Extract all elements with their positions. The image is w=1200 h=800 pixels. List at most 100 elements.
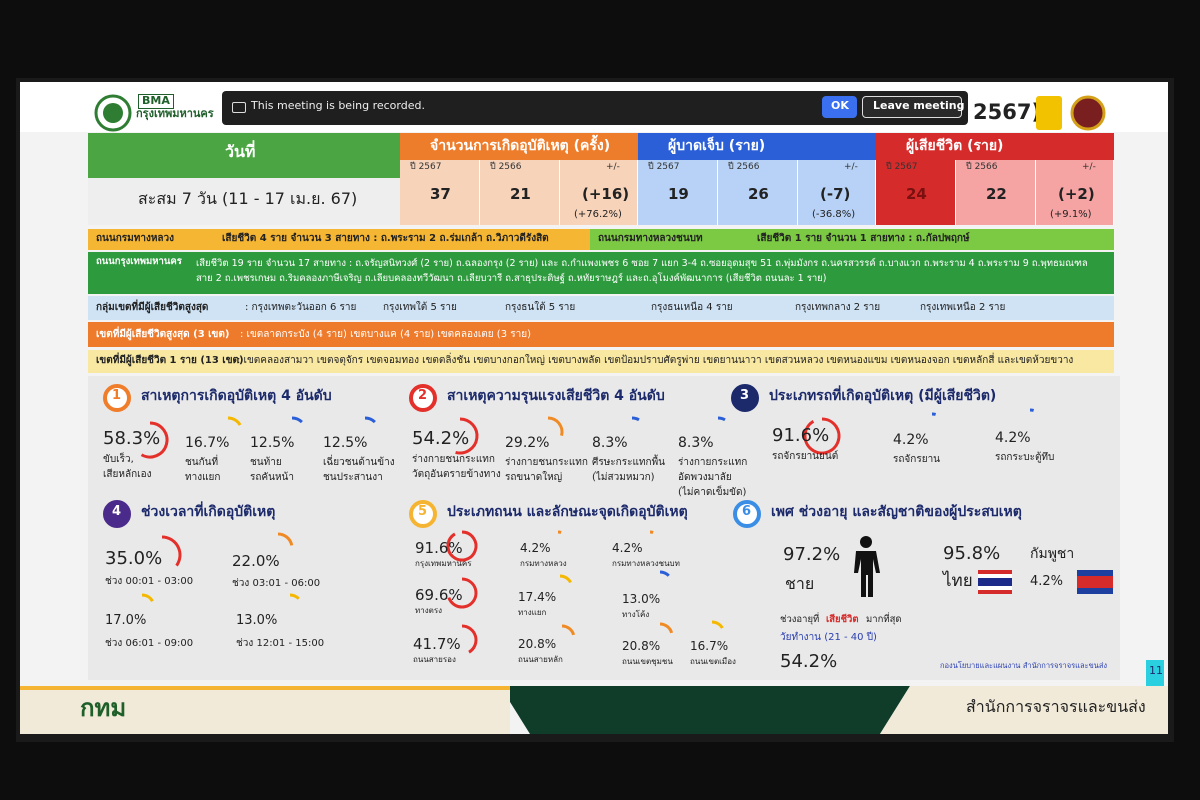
value-cell bbox=[560, 160, 638, 225]
percent: 95.8% bbox=[943, 543, 1001, 564]
date-value: สะสม 7 วัน (11 - 17 เม.ย. 67) bbox=[138, 189, 358, 208]
row-top-districts bbox=[88, 322, 1114, 347]
percent: 13.0% bbox=[622, 591, 661, 606]
group-title: ผู้บาดเจ็บ (ราย) bbox=[668, 138, 766, 154]
section-number: 3 bbox=[740, 388, 750, 403]
column-label: +/- bbox=[844, 162, 858, 172]
thai-flag bbox=[978, 570, 1012, 594]
column-label: +/- bbox=[1082, 162, 1096, 172]
cell-value: 24 bbox=[906, 185, 927, 203]
column-label: ปี 2567 bbox=[886, 162, 918, 172]
change-pct: (+76.2%) bbox=[574, 209, 622, 220]
percent: 58.3% bbox=[103, 428, 161, 450]
item-label: กรมทางหลวงชนบท bbox=[612, 559, 680, 568]
zone-item: กรุงเทพกลาง 2 ราย bbox=[795, 302, 881, 313]
section-number: 5 bbox=[418, 504, 428, 519]
column-label: ปี 2567 bbox=[648, 162, 680, 172]
age-group: วัยทำงาน (21 - 40 ปี) bbox=[780, 632, 877, 643]
section-title: สาเหตุการเกิดอุบัติเหตุ 4 อันดับ bbox=[141, 388, 332, 404]
percent: 20.8% bbox=[518, 636, 557, 651]
percent: 4.2% bbox=[612, 540, 643, 555]
percent: 4.2% bbox=[893, 431, 929, 448]
date-value-cell bbox=[88, 178, 400, 225]
item-label: (ไม่สวมหมวก) bbox=[592, 472, 655, 483]
date-header: วันที่ bbox=[225, 142, 256, 161]
label: ไทย bbox=[943, 571, 973, 591]
section-title: เพศ ช่วงอายุ และสัญชาติของผู้ประสบเหตุ bbox=[771, 504, 1022, 520]
value-cell bbox=[718, 160, 798, 225]
group-title: ผู้เสียชีวิต (ราย) bbox=[906, 138, 1004, 154]
percent: 20.8% bbox=[622, 638, 661, 653]
cell-value: 21 bbox=[510, 185, 531, 203]
column-label: ปี 2566 bbox=[728, 162, 760, 172]
cambodia-flag bbox=[1077, 570, 1113, 594]
group-header-cell bbox=[638, 133, 876, 160]
percent: 16.7% bbox=[185, 434, 230, 451]
item-label: วัตถุอันตรายข้างทาง bbox=[412, 469, 501, 480]
percent: 12.5% bbox=[250, 434, 295, 451]
row-label: กลุ่มเขตที่มีผู้เสียชีวิตสูงสุด bbox=[96, 302, 209, 313]
section-number: 6 bbox=[742, 504, 752, 519]
item-label: ทางแยก bbox=[185, 472, 221, 483]
department: สำนักการจราจรและขนส่ง bbox=[966, 697, 1146, 716]
column-label: ปี 2567 bbox=[410, 162, 442, 172]
row-label: ถนนกรมทางหลวงชนบท bbox=[598, 233, 703, 244]
item-label: ช่วง 12:01 - 15:00 bbox=[236, 638, 325, 649]
value-cell bbox=[956, 160, 1036, 225]
row-rural bbox=[590, 229, 1114, 250]
leave-label[interactable]: Leave meeting bbox=[873, 99, 965, 112]
cell-value: 22 bbox=[986, 185, 1007, 203]
item-label: กรมทางหลวง bbox=[520, 559, 567, 568]
item-label: ทางแยก bbox=[518, 608, 547, 617]
zone-item: กรุงธนใต้ 5 ราย bbox=[505, 302, 576, 313]
item-label: ทางโค้ง bbox=[622, 610, 650, 619]
percent: 4.2% bbox=[1030, 574, 1064, 589]
row-label: ถนนกรุงเทพมหานคร bbox=[96, 256, 182, 267]
item-label: ร่างกายกระแทก bbox=[678, 457, 748, 468]
ok-button[interactable]: OK bbox=[822, 96, 857, 118]
item-label: เฉี่ยวชนด้านข้าง bbox=[323, 457, 395, 468]
percent: 8.3% bbox=[678, 434, 714, 451]
percent: 17.4% bbox=[518, 589, 557, 604]
label: กัมพูชา bbox=[1030, 546, 1075, 562]
item-label: รถคันหน้า bbox=[250, 472, 294, 483]
cell-value: (+2) bbox=[1058, 185, 1095, 203]
percent: 12.5% bbox=[323, 434, 368, 451]
change-pct: (+9.1%) bbox=[1050, 209, 1092, 220]
credit: กองนโยบายและแผนงาน สำนักการจราจรและขนส่ง bbox=[940, 661, 1108, 670]
row-highway bbox=[88, 229, 590, 250]
percent: 91.6% bbox=[415, 539, 463, 557]
item-label: (ไม่คาดเข็มขัด) bbox=[678, 487, 747, 498]
percent: 41.7% bbox=[413, 635, 461, 653]
item-label: ถนนเขตชุมชน bbox=[622, 657, 673, 666]
row-label: ถนนกรมทางหลวง bbox=[96, 233, 175, 244]
cell-value: 37 bbox=[430, 185, 451, 203]
date-header-cell bbox=[88, 133, 400, 178]
footer-left bbox=[20, 686, 510, 734]
cell-value: 19 bbox=[668, 185, 689, 203]
percent: 97.2% bbox=[783, 544, 841, 565]
percent: 13.0% bbox=[236, 613, 278, 629]
cell-value: 26 bbox=[748, 185, 769, 203]
row-text: : เขตคลองสามวา เขตจตุจักร เขตจอมทอง เขตต… bbox=[237, 355, 1074, 366]
percent: 54.2% bbox=[412, 428, 470, 450]
cell-value: (+16) bbox=[582, 185, 630, 203]
item-label: ช่วง 03:01 - 06:00 bbox=[232, 578, 321, 589]
value-cell bbox=[798, 160, 876, 225]
age-note-highlight: เสียชีวิต bbox=[826, 614, 859, 625]
row-one-death bbox=[88, 350, 1114, 373]
percent: 4.2% bbox=[520, 540, 551, 555]
percent: 54.2% bbox=[780, 651, 838, 672]
footer-right bbox=[880, 686, 1168, 734]
ok-label[interactable]: OK bbox=[831, 99, 849, 112]
leave-button[interactable]: Leave meeting bbox=[862, 96, 965, 118]
zone-item: กรุงเทพเหนือ 2 ราย bbox=[920, 302, 1006, 313]
footer-logo-text: กทม bbox=[80, 694, 127, 722]
zone-item: กรุงเทพใต้ 5 ราย bbox=[383, 302, 457, 313]
section-number: 1 bbox=[112, 388, 122, 403]
value-cell bbox=[1036, 160, 1114, 225]
percent: 29.2% bbox=[505, 434, 550, 451]
percent: 69.6% bbox=[415, 586, 463, 604]
zone-item: : กรุงเทพตะวันออก 6 ราย bbox=[245, 302, 357, 313]
item-label: ร่างกายชนกระแทก bbox=[412, 454, 495, 465]
